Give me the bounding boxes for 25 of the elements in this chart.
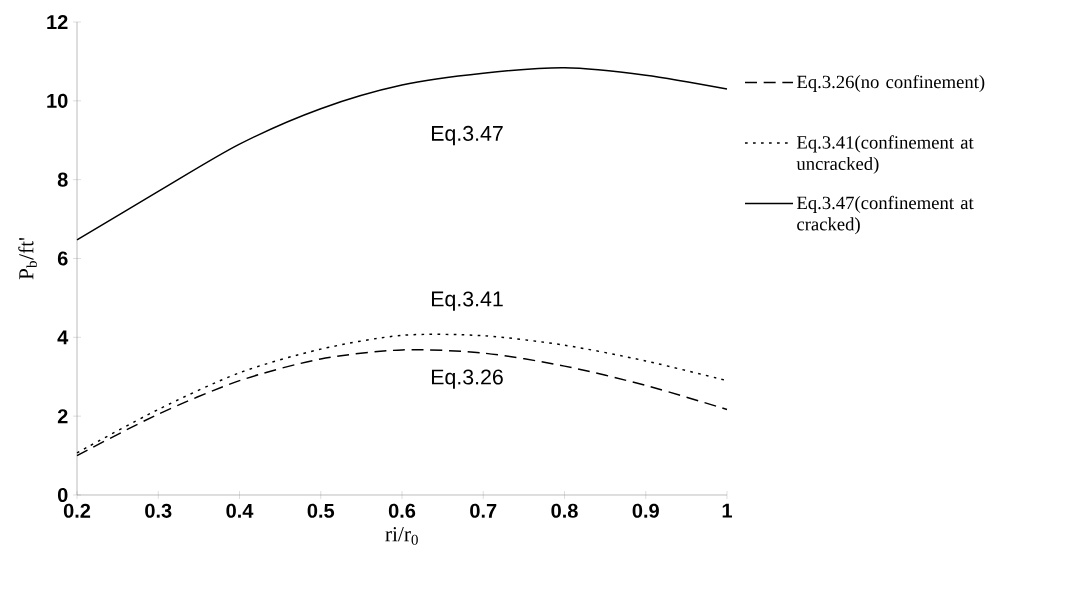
x-tick-label: 0.8 — [551, 503, 578, 518]
x-tick-label: 0.5 — [307, 503, 335, 518]
x-tick-label: 0.3 — [145, 503, 172, 518]
y-tick-label: 8 — [57, 172, 68, 187]
y-tick-label: 12 — [47, 15, 68, 29]
y-tick-label: 4 — [57, 330, 69, 345]
legend-label: Eq.3.41(confinement at uncracked) — [796, 135, 974, 174]
legend-label: Eq.3.26(no confinement) — [796, 74, 985, 93]
annotation: Eq.3.26 — [431, 369, 503, 389]
x-tick-label: 0.7 — [470, 503, 497, 518]
annotation: Eq.3.47 — [431, 125, 503, 146]
annotation: Eq.3.41 — [431, 291, 503, 311]
x-axis-title: ri/r$_{0}$ — [385, 527, 418, 545]
y-tick-label: 6 — [57, 251, 68, 266]
x-tick-label: 0.4 — [226, 503, 254, 518]
x-tick-label: 0.9 — [632, 503, 659, 518]
y-tick-label: 2 — [57, 409, 68, 424]
legend-label: Eq.3.47(confinement at cracked) — [796, 195, 974, 235]
y-tick-label: 10 — [47, 93, 68, 108]
x-tick-label: 0.2 — [63, 503, 91, 518]
y-axis-title: P$_{b}$/ft' — [18, 237, 37, 280]
y-tick-label: 0 — [57, 487, 68, 503]
x-tick-label: 1 — [722, 503, 732, 518]
line-series — [76, 66, 728, 241]
x-tick-label: 0.6 — [388, 503, 416, 518]
